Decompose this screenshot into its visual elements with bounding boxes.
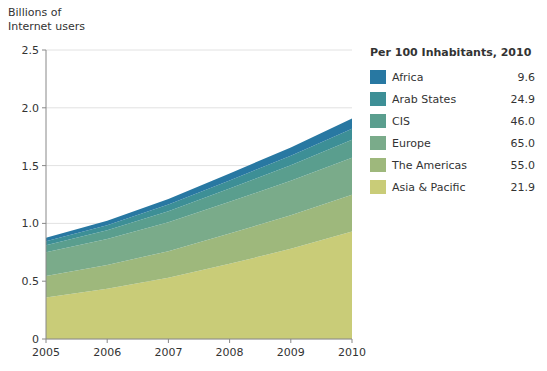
plot-area — [46, 118, 352, 339]
y-tick — [42, 165, 46, 166]
legend-label: Asia & Pacific — [392, 181, 466, 194]
y-tick — [42, 50, 46, 51]
x-tick-label: 2005 — [32, 346, 60, 359]
y-tick — [42, 339, 46, 340]
legend-swatch — [370, 92, 386, 106]
y-axis-label-line: Billions of — [8, 6, 62, 19]
grid-line — [46, 107, 352, 108]
legend-title: Per 100 Inhabitants, 2010 — [370, 46, 532, 59]
x-tick — [352, 339, 353, 343]
legend-swatch — [370, 136, 386, 150]
y-tick — [42, 107, 46, 108]
y-tick-label: 2.0 — [22, 102, 40, 115]
x-tick — [229, 339, 230, 343]
legend-value: 9.6 — [518, 71, 536, 84]
legend-swatch — [370, 114, 386, 128]
x-tick-label: 2006 — [93, 346, 121, 359]
legend-value: 55.0 — [511, 159, 536, 172]
area — [46, 118, 352, 241]
y-tick-label: 0.5 — [22, 275, 40, 288]
x-tick-label: 2007 — [154, 346, 182, 359]
legend-label: The Americas — [391, 159, 467, 172]
y-tick-label: 1.5 — [22, 160, 40, 173]
legend-label: CIS — [392, 115, 410, 128]
x-tick-label: 2008 — [216, 346, 244, 359]
y-tick — [42, 223, 46, 224]
legend-swatch — [370, 158, 386, 172]
area — [46, 158, 352, 276]
x-tick — [107, 339, 108, 343]
legend-label: Europe — [392, 137, 431, 150]
legend-value: 46.0 — [511, 115, 536, 128]
y-tick-label: 0 — [32, 333, 39, 346]
legend-label: Arab States — [392, 93, 456, 106]
x-tick-label: 2010 — [338, 346, 366, 359]
legend-swatch — [370, 180, 386, 194]
y-tick-label: 1.0 — [22, 217, 40, 230]
x-axis — [46, 339, 352, 340]
y-axis — [46, 50, 47, 339]
x-tick — [168, 339, 169, 343]
chart: 0 0.5 1.0 1.5 2.0 2.5 2005 2006 2007 2008 2009 2010… — [0, 0, 547, 371]
y-tick — [42, 281, 46, 282]
y-axis-label-line: Internet users — [8, 20, 85, 33]
y-tick-label: 2.5 — [22, 44, 40, 57]
x-tick-label: 2009 — [277, 346, 305, 359]
legend-value: 65.0 — [511, 137, 536, 150]
legend-value: 24.9 — [511, 93, 536, 106]
x-tick — [46, 339, 47, 343]
legend-label: Africa — [392, 71, 423, 84]
y-axis-label: Billions ofInternet users — [8, 6, 85, 33]
legend-value: 21.9 — [511, 181, 536, 194]
legend-swatch — [370, 70, 386, 84]
grid-line — [46, 50, 352, 51]
grid-line — [46, 339, 352, 340]
x-tick — [290, 339, 291, 343]
